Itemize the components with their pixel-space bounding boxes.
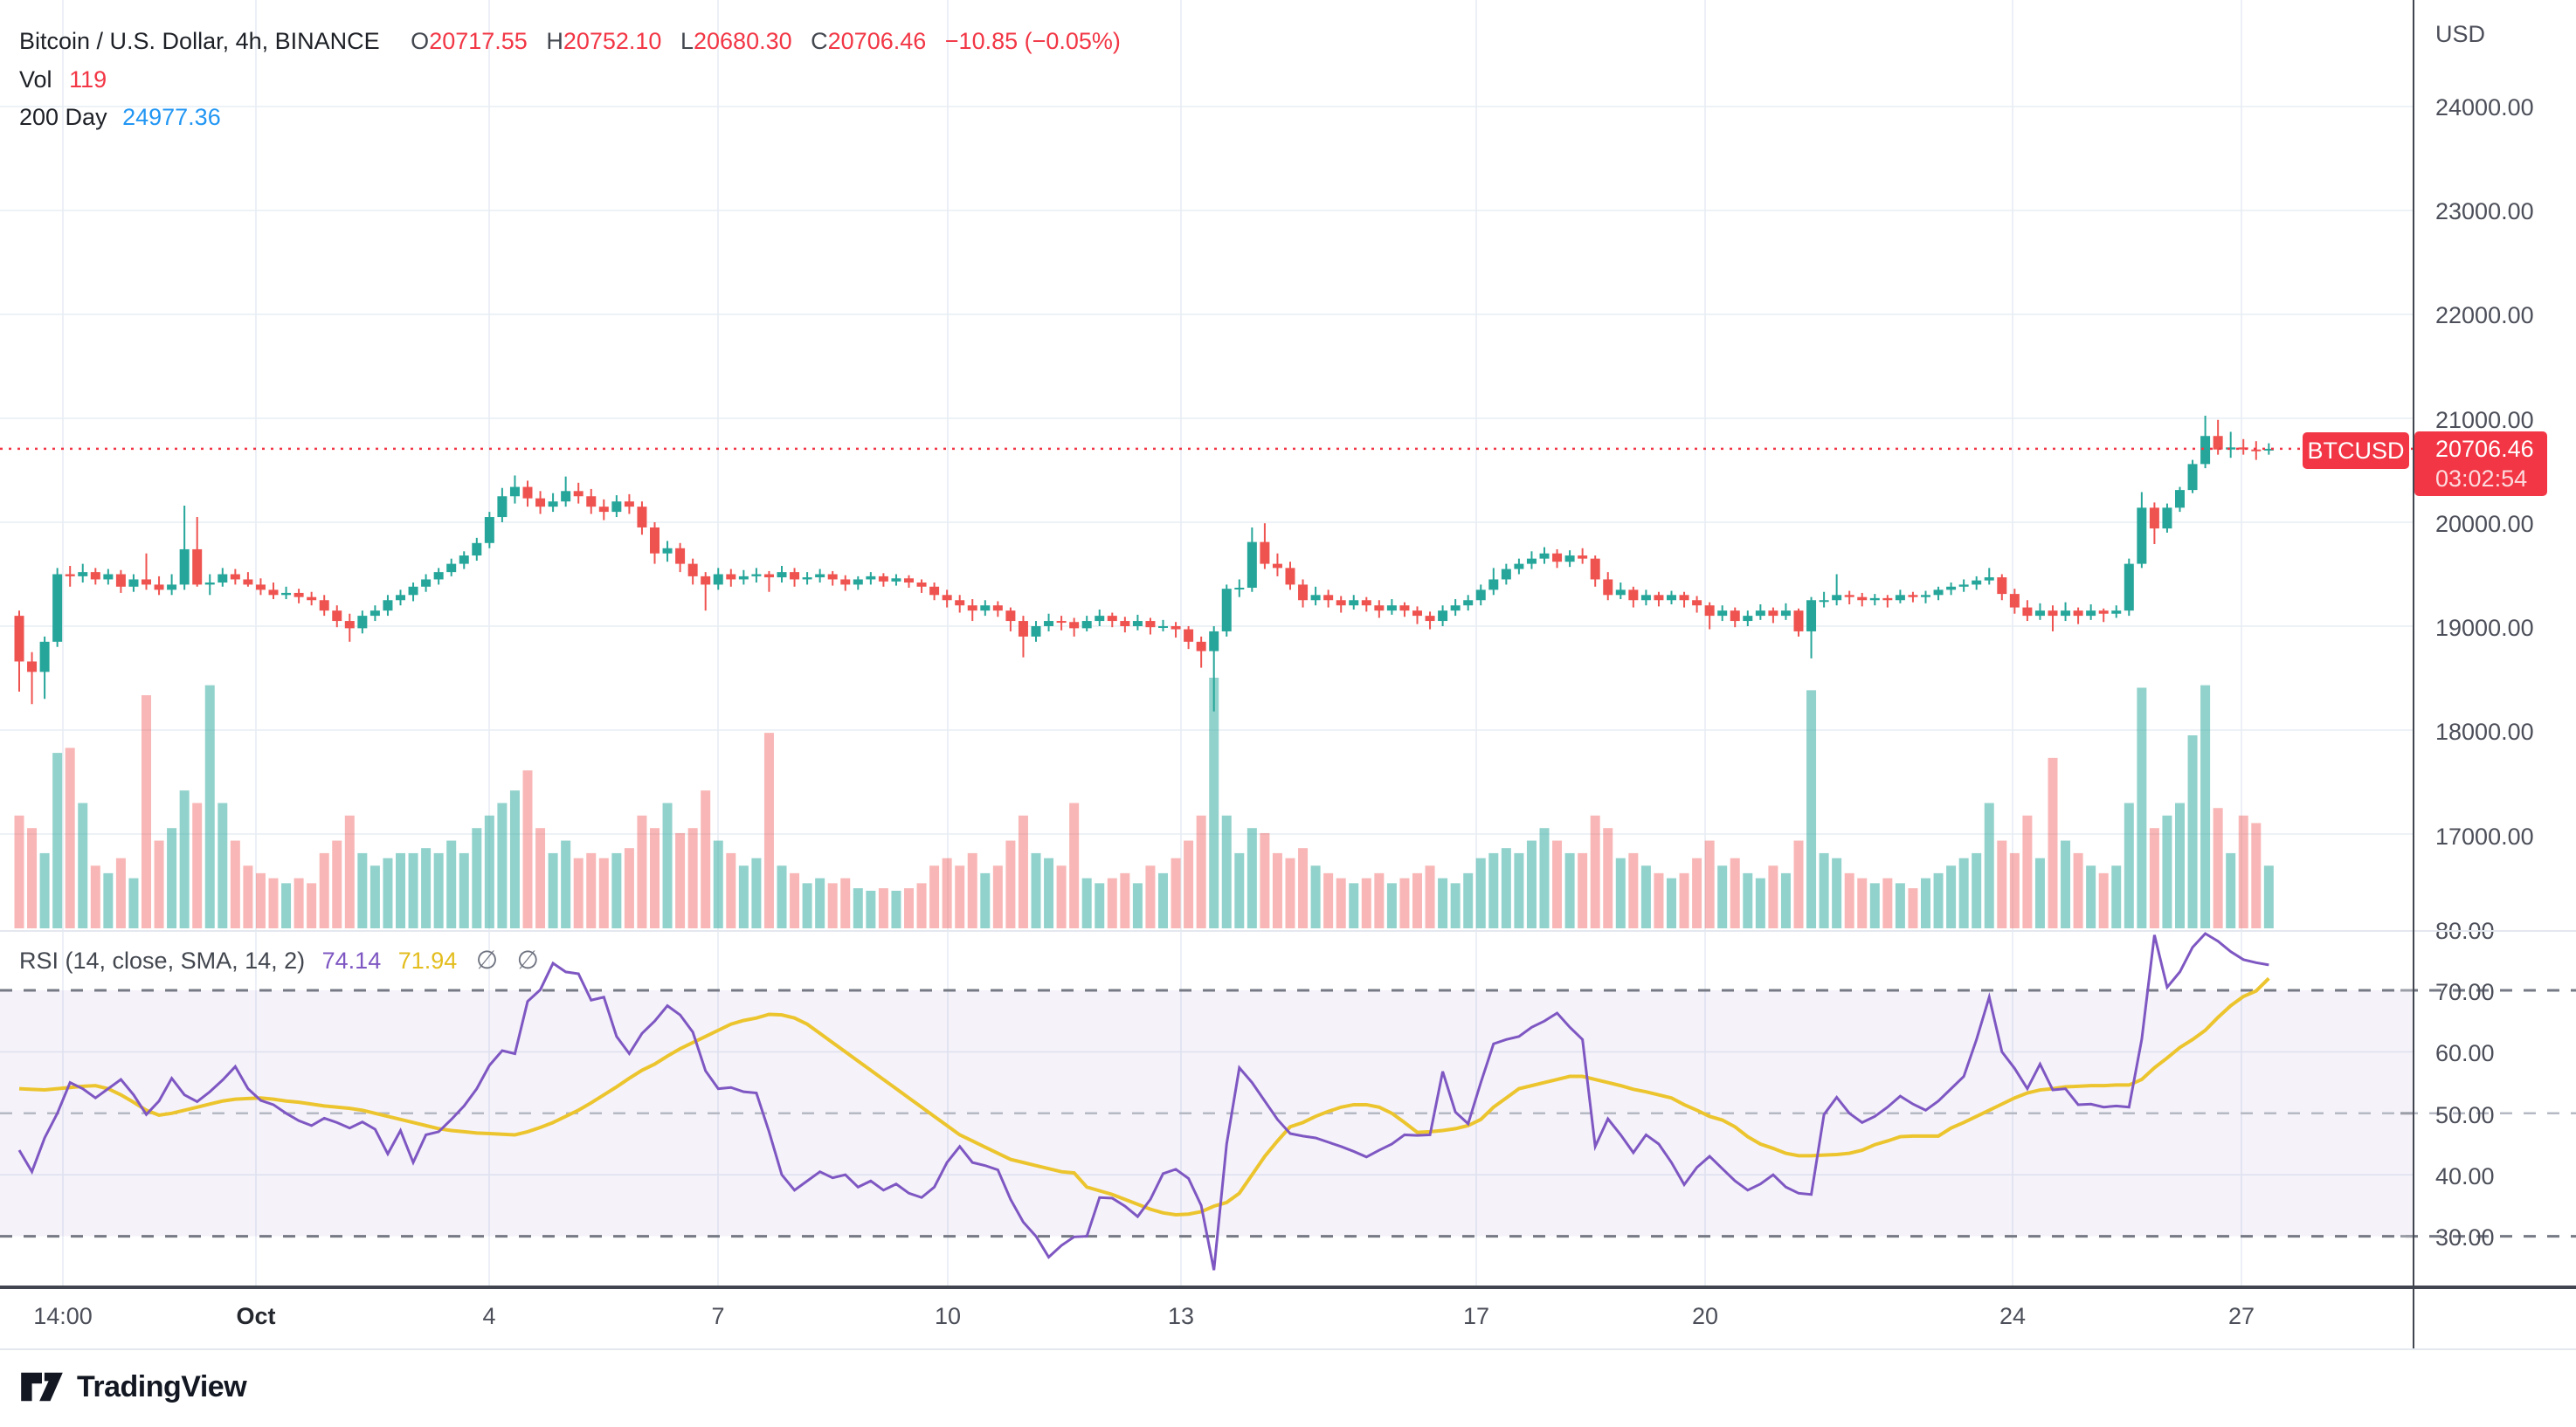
- rsi-axis-tick: 70.00: [2435, 979, 2495, 1005]
- rsi-empty-value-icon: ∅: [475, 947, 499, 975]
- time-tick: 27: [2227, 1303, 2255, 1329]
- high-value: 20752.10: [563, 28, 662, 54]
- symbol-legend-row: Bitcoin / U.S. Dollar, 4h, BINANCE O2071…: [19, 28, 1121, 55]
- bottom-border: [0, 1348, 2576, 1350]
- high-label: H: [546, 28, 563, 54]
- low-value: 20680.30: [694, 28, 792, 54]
- price-axis-border: [2413, 0, 2414, 1348]
- time-tick: 14:00: [33, 1303, 93, 1329]
- symbol-title[interactable]: Bitcoin / U.S. Dollar, 4h, BINANCE: [19, 28, 380, 54]
- price-axis-tick: 23000.00: [2435, 198, 2534, 224]
- ma200-value: 24977.36: [122, 104, 221, 130]
- bar-countdown: 03:02:54: [2435, 465, 2528, 492]
- price-axis-tick: 18000.00: [2435, 719, 2534, 745]
- price-axis-tick: 24000.00: [2435, 94, 2534, 121]
- time-axis-separator: [0, 1286, 2576, 1289]
- volume-bars: [14, 678, 2274, 928]
- time-tick: Oct: [236, 1303, 276, 1329]
- last-price-badge: 20706.46 03:02:54: [2414, 431, 2547, 496]
- rsi-sma-line: [18, 976, 2270, 1217]
- rsi-empty-value-icon: ∅: [516, 947, 539, 975]
- price-axis-tick: 21000.00: [2435, 407, 2534, 433]
- last-price-symbol-badge: BTCUSD: [2303, 432, 2409, 469]
- time-tick: 24: [1999, 1303, 2027, 1329]
- open-value: 20717.55: [429, 28, 528, 54]
- low-label: L: [680, 28, 694, 54]
- last-price-value: 20706.46: [2435, 436, 2534, 462]
- rsi-axis-tick: 50.00: [2435, 1102, 2495, 1128]
- rsi-sma-value: 71.94: [397, 948, 458, 974]
- time-tick: 7: [711, 1303, 725, 1329]
- vol-value: 119: [69, 66, 107, 93]
- rsi-axis-tick: 60.00: [2435, 1040, 2495, 1066]
- tradingview-logo-text: TradingView: [77, 1369, 247, 1403]
- pane-separator[interactable]: [0, 930, 2576, 932]
- tradingview-logo-icon: [21, 1372, 63, 1402]
- close-value: 20706.46: [827, 28, 927, 54]
- open-label: O: [411, 28, 430, 54]
- tradingview-logo[interactable]: TradingView: [19, 1369, 247, 1404]
- rsi-value: 74.14: [321, 948, 382, 974]
- time-tick: 10: [934, 1303, 962, 1329]
- candlestick-series: [14, 416, 2274, 712]
- change-value: −10.85 (−0.05%): [944, 28, 1121, 54]
- volume-legend-row: Vol 119: [19, 66, 107, 93]
- price-axis-tick: 22000.00: [2435, 302, 2534, 328]
- rsi-plot: [17, 932, 2270, 1271]
- vol-label[interactable]: Vol: [19, 66, 52, 93]
- time-tick: 17: [1462, 1303, 1490, 1329]
- rsi-label[interactable]: RSI (14, close, SMA, 14, 2): [19, 948, 306, 974]
- rsi-legend-row: RSI (14, close, SMA, 14, 2) 74.14 71.94 …: [19, 945, 539, 975]
- rsi-line: [17, 932, 2269, 1271]
- price-axis-tick: 19000.00: [2435, 615, 2534, 641]
- time-tick: 20: [1691, 1303, 1719, 1329]
- price-axis-title: USD: [2435, 21, 2486, 47]
- rsi-axis-tick: 30.00: [2435, 1224, 2495, 1251]
- ma200-label[interactable]: 200 Day: [19, 104, 107, 130]
- rsi-axis-tick: 40.00: [2435, 1163, 2495, 1189]
- rsi-band: [0, 989, 2576, 1238]
- price-axis-tick: 17000.00: [2435, 824, 2534, 850]
- gridlines: [0, 0, 2413, 1286]
- ma200-legend-row: 200 Day 24977.36: [19, 104, 221, 131]
- price-axis-tick: 20000.00: [2435, 511, 2534, 537]
- close-label: C: [811, 28, 828, 54]
- time-tick: 13: [1167, 1303, 1195, 1329]
- time-tick: 4: [482, 1303, 496, 1329]
